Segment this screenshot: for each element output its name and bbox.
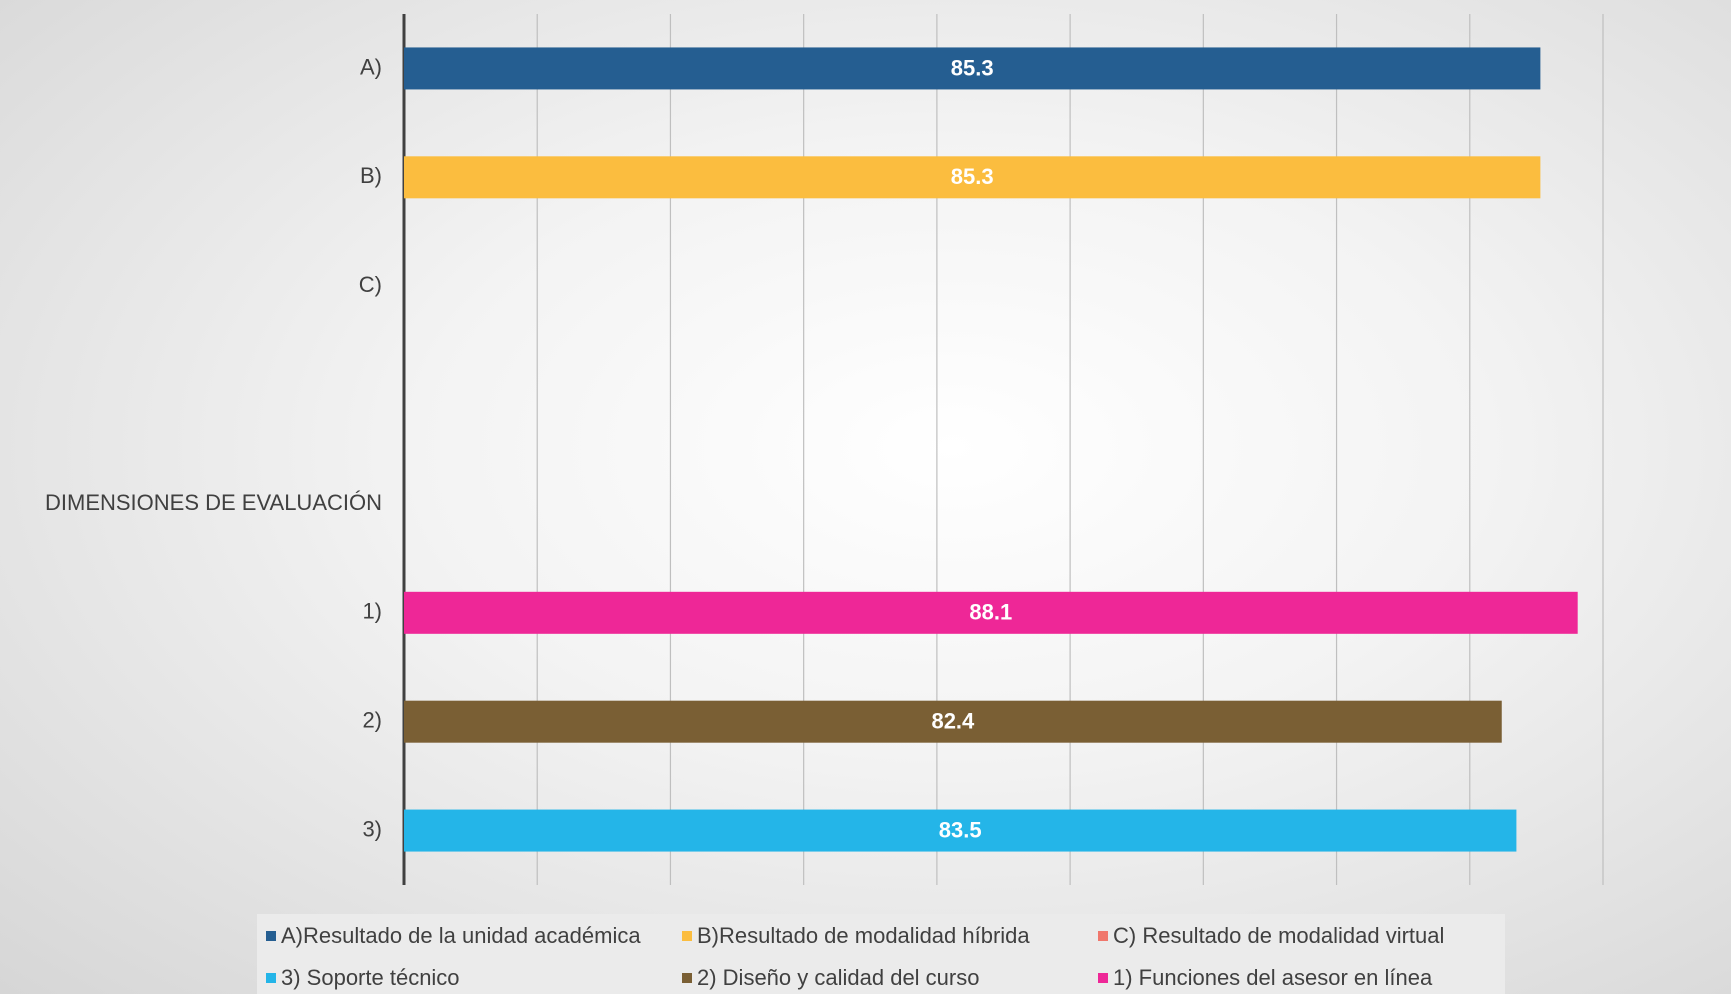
data-label: 88.1 — [969, 600, 1012, 625]
y-tick-label: 3) — [362, 816, 382, 841]
y-tick-label: DIMENSIONES DE EVALUACIÓN — [45, 490, 382, 515]
bar — [404, 591, 1578, 634]
legend-swatch — [1098, 973, 1108, 983]
legend-swatch — [682, 973, 692, 983]
bar — [404, 809, 1517, 852]
y-tick-label: B) — [360, 163, 382, 188]
legend-box — [257, 914, 1505, 994]
legend-swatch — [266, 931, 276, 941]
legend-label: B)Resultado de modalidad híbrida — [697, 923, 1030, 948]
data-label: 82.4 — [931, 709, 975, 734]
legend-label: A)Resultado de la unidad académica — [281, 923, 641, 948]
bar — [404, 47, 1541, 90]
y-tick-label: A) — [360, 54, 382, 79]
data-label: 85.3 — [951, 164, 994, 189]
legend-swatch — [1098, 931, 1108, 941]
data-label: 85.3 — [951, 55, 994, 80]
data-label: 83.5 — [939, 817, 982, 842]
legend-swatch — [266, 973, 276, 983]
bar — [404, 700, 1502, 743]
legend-label: 3) Soporte técnico — [281, 965, 460, 990]
legend-label: C) Resultado de modalidad virtual — [1113, 923, 1444, 948]
bar — [404, 156, 1541, 199]
y-tick-label: 1) — [362, 599, 382, 624]
legend-label: 1) Funciones del asesor en línea — [1113, 965, 1433, 990]
legend-label: 2) Diseño y calidad del curso — [697, 965, 979, 990]
y-tick-label: C) — [359, 272, 382, 297]
legend-swatch — [682, 931, 692, 941]
y-tick-label: 2) — [362, 708, 382, 733]
